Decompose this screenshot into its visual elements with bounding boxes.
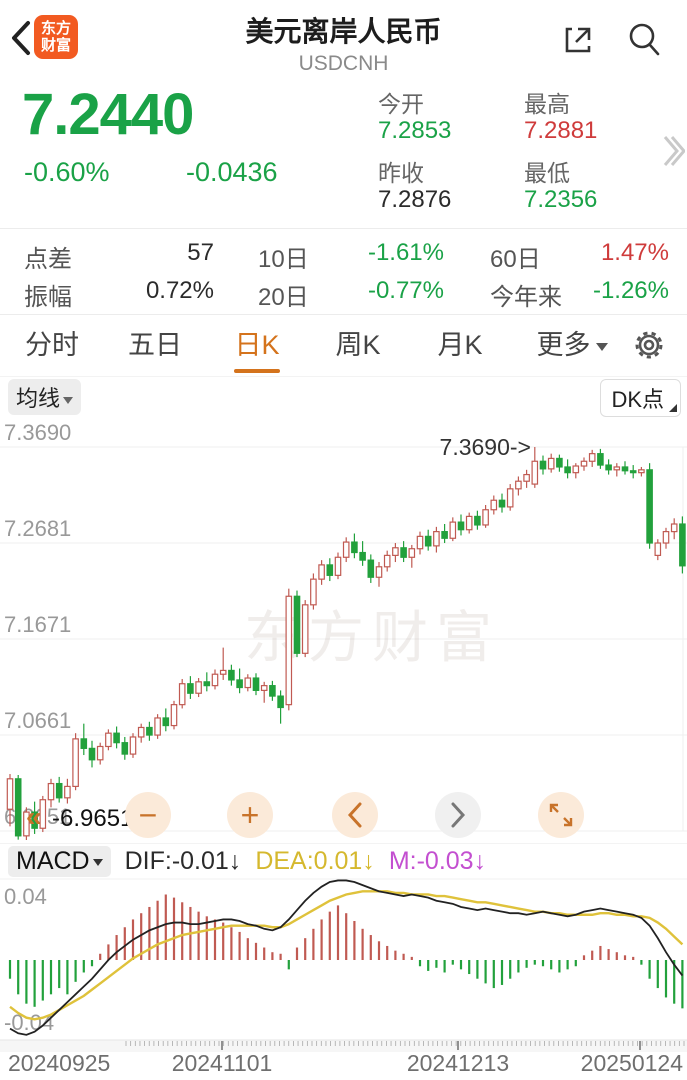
stat-label: 10日: [258, 246, 309, 273]
pan-left-button[interactable]: [332, 792, 378, 838]
corner-triangle-icon: [669, 404, 677, 412]
stats-section: 点差 57 10日 -1.61% 60日 1.47% 振幅 0.72% 20日 -0.77% 今年来…: [0, 229, 687, 314]
pan-right-button[interactable]: [435, 792, 481, 838]
quote-field-label: 最低: [524, 160, 570, 186]
y-axis-label: 7.0661: [4, 708, 71, 733]
quote-section: 7.2440 -0.60% -0.0436 今开 7.2853 最高 7.2881 昨收…: [0, 75, 687, 228]
macd-indicator-dropdown[interactable]: MACD: [8, 846, 111, 877]
stat-value: 1.47%: [600, 239, 669, 266]
chevron-right-icon: [451, 802, 466, 828]
quote-field: 最低 7.2356: [524, 154, 664, 222]
tab-分时[interactable]: 分时: [0, 325, 107, 369]
m-value: M:-0.03↓: [388, 847, 487, 875]
change-absolute: -0.0436: [186, 157, 278, 187]
tab-label: 日K: [234, 330, 280, 360]
stat-label: 今年来: [490, 284, 562, 311]
stat-value: -0.77%: [367, 277, 444, 304]
tab-label: 更多: [536, 330, 591, 360]
chevron-down-icon: [92, 858, 103, 866]
macd-y-label: 0.04: [4, 884, 47, 909]
tab-更多[interactable]: 更多: [517, 325, 627, 369]
stat-label: 振幅: [24, 284, 72, 311]
expand-icon: [549, 803, 573, 827]
quote-field-label: 最高: [524, 91, 570, 117]
active-tab-underline: [234, 369, 280, 373]
ma-dropdown[interactable]: 均线: [8, 379, 82, 415]
chevron-down-icon: [595, 342, 608, 351]
more-quote-chevron-icon[interactable]: [661, 133, 685, 169]
macd-label: MACD: [16, 847, 90, 875]
macd-chart[interactable]: 0.04-0.04: [0, 878, 687, 1052]
y-axis-label: 7.1671: [4, 612, 71, 637]
y-axis-label: 7.2681: [4, 516, 71, 541]
logo-text-2: 财富: [40, 37, 71, 54]
stats-row: 振幅 0.72% 20日 -0.77% 今年来 -1.26%: [0, 277, 687, 313]
fullscreen-button[interactable]: [538, 792, 584, 838]
low-price-annotation: -6.9651: [52, 805, 133, 832]
quote-field-value: 7.2881: [524, 117, 598, 144]
period-tabs: 分时 五日 日K 周K 月K 更多: [0, 315, 687, 376]
last-price: 7.2440: [22, 82, 194, 147]
quote-field-label: 今开: [378, 91, 424, 117]
change-percent: -0.60%: [24, 157, 110, 187]
header: 东方 财富 美元离岸人民币 USDCNH: [0, 0, 687, 75]
quote-field: 今开 7.2853: [378, 85, 518, 153]
stats-row: 点差 57 10日 -1.61% 60日 1.47%: [0, 239, 687, 275]
minus-icon: −: [138, 796, 158, 833]
high-price-annotation: 7.3690->: [440, 434, 531, 460]
stat-label: 60日: [490, 246, 541, 273]
macd-header: MACD DIF:-0.01↓ DEA:0.01↓ M:-0.03↓: [0, 845, 687, 878]
tab-label: 分时: [25, 330, 79, 360]
chevron-left-icon: [347, 802, 362, 828]
tab-label: 月K: [437, 330, 483, 360]
tab-label: 五日: [128, 330, 182, 360]
tab-label: 周K: [335, 330, 381, 360]
stat-value: 0.72%: [145, 277, 214, 304]
zoom-out-button[interactable]: −: [125, 792, 171, 838]
stat-value: -1.26%: [592, 277, 669, 304]
quote-field-value: 7.2853: [378, 117, 452, 144]
tab-五日[interactable]: 五日: [100, 325, 210, 369]
quote-field: 最高 7.2881: [524, 85, 664, 153]
x-axis-label: 20250124: [580, 1050, 683, 1076]
zoom-in-button[interactable]: +: [227, 792, 273, 838]
share-icon[interactable]: [559, 20, 597, 58]
quote-field-value: 7.2876: [378, 186, 452, 213]
watermark: 东方财富: [244, 606, 500, 669]
dk-point-label: DK点: [611, 387, 664, 412]
candlestick-chart[interactable]: 7.36907.26817.16717.06616.9651东方财富7.3690…: [0, 405, 687, 840]
quote-field-value: 7.2356: [524, 186, 598, 213]
quote-field: 昨收 7.2876: [378, 154, 518, 222]
x-axis-label: 20240925: [8, 1050, 111, 1076]
dif-value: DIF:-0.01↓: [124, 847, 242, 875]
ma-dropdown-label: 均线: [16, 386, 61, 411]
chevron-down-icon: [63, 396, 74, 404]
plus-icon: +: [240, 796, 260, 833]
stat-label: 20日: [258, 284, 309, 311]
x-axis-label: 20241213: [406, 1050, 510, 1076]
tab-月K[interactable]: 月K: [405, 325, 515, 369]
jump-to-start-icon[interactable]: «: [26, 801, 42, 832]
stat-label: 点差: [24, 246, 72, 273]
eastmoney-logo: 东方 财富: [34, 15, 78, 59]
back-icon[interactable]: [8, 18, 34, 58]
y-axis-label: 7.3690: [4, 420, 71, 445]
search-icon[interactable]: [625, 20, 663, 58]
x-axis-labels: 20240925 20241101 20241213 20250124: [0, 1050, 687, 1080]
logo-text-1: 东方: [40, 20, 71, 37]
x-axis-label: 20241101: [171, 1050, 273, 1076]
quote-field-label: 昨收: [378, 160, 424, 186]
dk-point-button[interactable]: DK点: [600, 379, 681, 417]
tab-日K[interactable]: 日K: [202, 325, 312, 373]
tab-周K[interactable]: 周K: [303, 325, 413, 369]
stat-value: -1.61%: [367, 239, 444, 266]
dea-value: DEA:0.01↓: [255, 847, 375, 875]
gear-icon[interactable]: [629, 325, 669, 365]
stat-value: 57: [187, 239, 214, 266]
